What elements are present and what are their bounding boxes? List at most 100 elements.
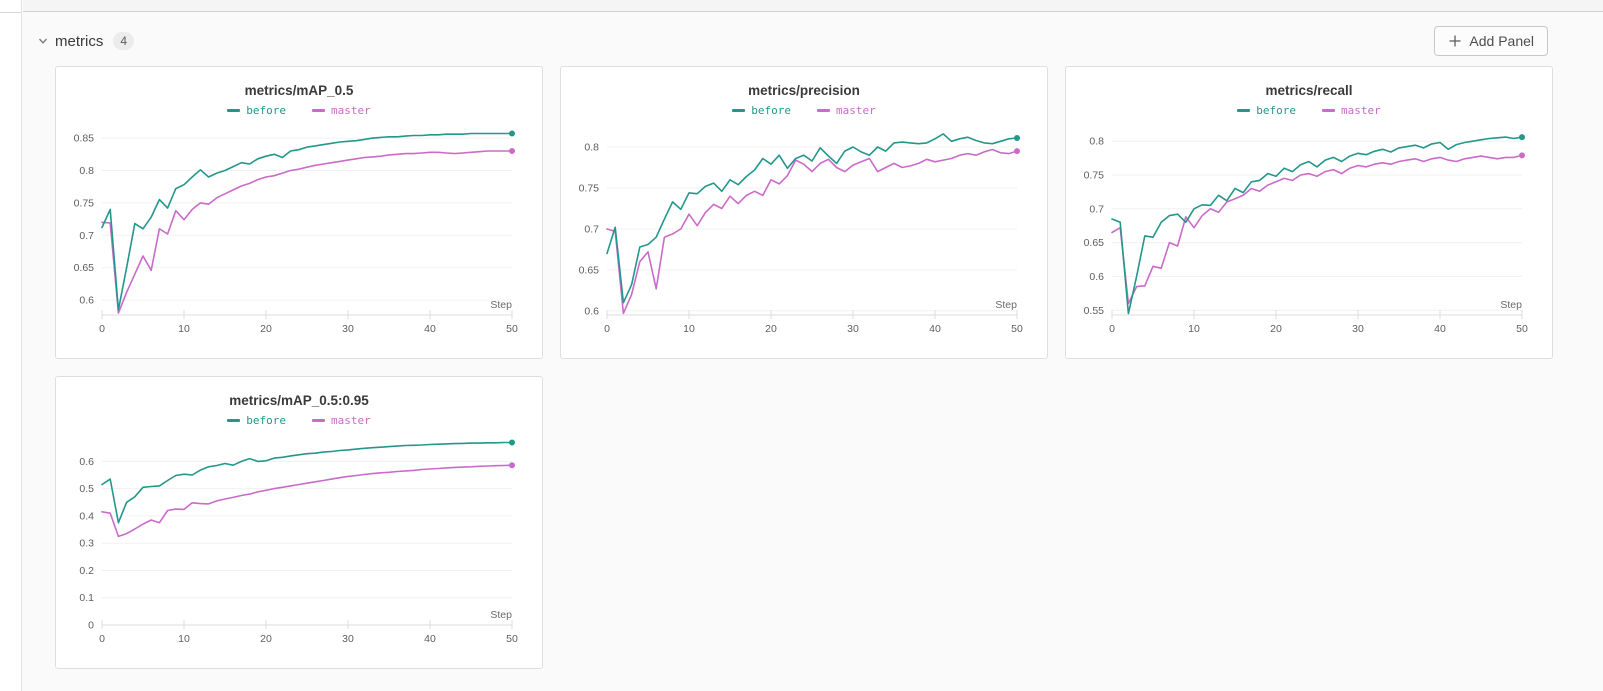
chart-legend: before master xyxy=(1066,102,1552,118)
svg-text:0.75: 0.75 xyxy=(74,197,95,209)
svg-text:0.65: 0.65 xyxy=(74,262,95,274)
svg-text:0.4: 0.4 xyxy=(79,510,94,522)
svg-text:0.5: 0.5 xyxy=(79,483,94,495)
chart-panel-recall[interactable]: metrics/recall before master 0.55 0.6 0.65… xyxy=(1065,66,1553,359)
svg-text:40: 40 xyxy=(1434,323,1446,335)
line-chart[interactable]: 0 0.1 0.2 0.3 0.4 0.5 0.6 0 10 20 30 40 50 Step xyxy=(56,433,542,663)
legend-swatch-master xyxy=(1322,108,1335,112)
svg-text:20: 20 xyxy=(260,323,272,335)
svg-text:0.8: 0.8 xyxy=(584,142,599,154)
svg-text:Step: Step xyxy=(490,609,512,621)
legend-label-before: before xyxy=(751,103,791,117)
svg-text:50: 50 xyxy=(506,323,518,335)
legend-item-master[interactable]: master xyxy=(312,104,371,117)
svg-text:40: 40 xyxy=(424,633,436,645)
panel-grid: metrics/mAP_0.5 before master 0.6 0.65 0.7… xyxy=(55,66,1555,669)
svg-text:Step: Step xyxy=(995,299,1017,311)
chart-title: metrics/precision xyxy=(748,83,860,98)
chart-title: metrics/recall xyxy=(1265,83,1353,98)
svg-text:0.85: 0.85 xyxy=(74,133,95,145)
legend-item-before[interactable]: before xyxy=(1237,104,1296,117)
svg-text:30: 30 xyxy=(847,323,859,335)
svg-text:0.7: 0.7 xyxy=(79,230,94,242)
svg-text:10: 10 xyxy=(178,633,190,645)
legend-swatch-master xyxy=(312,108,325,112)
svg-text:10: 10 xyxy=(1188,323,1200,335)
svg-text:30: 30 xyxy=(342,633,354,645)
svg-text:0: 0 xyxy=(99,323,105,335)
svg-text:0.6: 0.6 xyxy=(584,305,599,317)
chart-panel-map-0-5-0-95[interactable]: metrics/mAP_0.5:0.95 before master 0 0.1 0… xyxy=(55,376,543,669)
chart-panel-precision[interactable]: metrics/precision before master 0.6 0.65 0… xyxy=(560,66,1048,359)
legend-label-before: before xyxy=(246,413,286,427)
chart-legend: before master xyxy=(56,102,542,118)
top-divider xyxy=(23,0,1603,12)
add-panel-button[interactable]: Add Panel xyxy=(1434,26,1548,56)
legend-label-master: master xyxy=(836,103,876,117)
svg-text:40: 40 xyxy=(929,323,941,335)
legend-item-before[interactable]: before xyxy=(227,104,286,117)
legend-label-master: master xyxy=(331,103,371,117)
legend-swatch-before xyxy=(227,108,241,112)
chart-title: metrics/mAP_0.5 xyxy=(244,83,354,98)
svg-text:20: 20 xyxy=(1270,323,1282,335)
add-panel-label: Add Panel xyxy=(1469,33,1534,49)
chevron-down-icon[interactable] xyxy=(35,33,51,49)
svg-text:10: 10 xyxy=(683,323,695,335)
chart-legend: before master xyxy=(56,412,542,428)
legend-item-before[interactable]: before xyxy=(227,414,286,427)
legend-label-master: master xyxy=(1341,103,1381,117)
panel-count-badge: 4 xyxy=(113,32,135,50)
legend-swatch-master xyxy=(817,108,830,112)
svg-text:0.6: 0.6 xyxy=(79,295,94,307)
svg-text:0.65: 0.65 xyxy=(579,264,600,276)
chart-legend: before master xyxy=(561,102,1047,118)
svg-text:0: 0 xyxy=(1109,323,1115,335)
legend-swatch-before xyxy=(732,108,746,112)
svg-text:50: 50 xyxy=(1516,323,1528,335)
svg-text:50: 50 xyxy=(1011,323,1023,335)
line-chart[interactable]: 0.6 0.65 0.7 0.75 0.8 0 10 20 30 40 50 Step xyxy=(561,123,1047,353)
svg-text:30: 30 xyxy=(1352,323,1364,335)
legend-label-before: before xyxy=(246,103,286,117)
line-chart[interactable]: 0.55 0.6 0.65 0.7 0.75 0.8 0 10 20 30 40 50 Step xyxy=(1066,123,1552,353)
line-chart[interactable]: 0.6 0.65 0.7 0.75 0.8 0.85 0 10 20 30 40 50 Step xyxy=(56,123,542,353)
svg-text:0.6: 0.6 xyxy=(1089,271,1104,283)
svg-text:0.7: 0.7 xyxy=(584,224,599,236)
left-rail xyxy=(0,0,22,691)
legend-swatch-before xyxy=(1237,108,1251,112)
svg-text:0.7: 0.7 xyxy=(1089,203,1104,215)
svg-text:40: 40 xyxy=(424,323,436,335)
section-title: metrics xyxy=(55,32,104,50)
legend-item-master[interactable]: master xyxy=(817,104,876,117)
svg-text:0.2: 0.2 xyxy=(79,565,94,577)
svg-text:0: 0 xyxy=(604,323,610,335)
workspace-content: metrics 4 Add Panel metrics/mAP_0.5 befo… xyxy=(23,13,1603,691)
legend-swatch-master xyxy=(312,418,325,422)
legend-swatch-before xyxy=(227,418,241,422)
svg-text:0: 0 xyxy=(88,620,94,632)
svg-text:20: 20 xyxy=(260,633,272,645)
legend-item-before[interactable]: before xyxy=(732,104,791,117)
svg-text:20: 20 xyxy=(765,323,777,335)
legend-item-master[interactable]: master xyxy=(1322,104,1381,117)
svg-text:0.1: 0.1 xyxy=(79,592,94,604)
svg-text:Step: Step xyxy=(1500,299,1522,311)
legend-label-master: master xyxy=(331,413,371,427)
chart-title: metrics/mAP_0.5:0.95 xyxy=(229,393,369,408)
metrics-section-header: metrics 4 Add Panel xyxy=(35,25,1548,57)
chart-panel-map-0-5[interactable]: metrics/mAP_0.5 before master 0.6 0.65 0.7… xyxy=(55,66,543,359)
plus-icon xyxy=(1449,35,1461,47)
svg-text:0.75: 0.75 xyxy=(1084,170,1105,182)
svg-text:0.55: 0.55 xyxy=(1084,305,1105,317)
svg-text:50: 50 xyxy=(506,633,518,645)
svg-text:0.75: 0.75 xyxy=(579,183,600,195)
legend-item-master[interactable]: master xyxy=(312,414,371,427)
svg-text:0: 0 xyxy=(99,633,105,645)
svg-text:0.65: 0.65 xyxy=(1084,237,1105,249)
svg-text:Step: Step xyxy=(490,299,512,311)
svg-text:0.8: 0.8 xyxy=(1089,136,1104,148)
svg-text:0.6: 0.6 xyxy=(79,456,94,468)
svg-text:0.8: 0.8 xyxy=(79,165,94,177)
svg-text:10: 10 xyxy=(178,323,190,335)
